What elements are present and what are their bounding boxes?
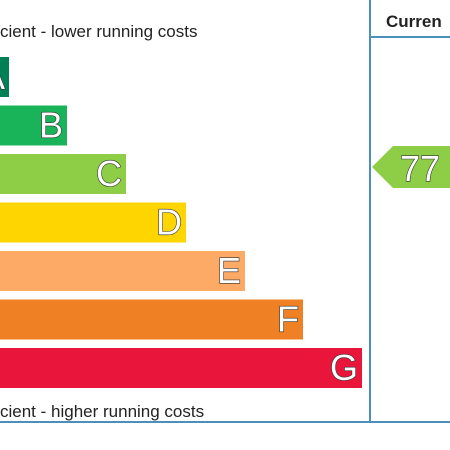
rating-letter-d: D <box>156 202 182 243</box>
rating-bar-g <box>0 348 362 388</box>
rating-bar-b <box>0 105 67 146</box>
current-rating-marker: 77 <box>372 146 450 190</box>
rating-bar-a <box>0 57 9 97</box>
rating-letter-g: G <box>330 347 358 388</box>
rating-letter-c: C <box>96 153 122 194</box>
top-caption: cient - lower running costs <box>0 22 197 41</box>
rating-bar-c <box>0 154 126 194</box>
current-rating-arrow <box>372 146 450 188</box>
rating-bar-f <box>0 299 303 340</box>
rating-letter-f: F <box>277 299 299 340</box>
rating-bar-e <box>0 251 245 291</box>
rating-bar-d <box>0 202 186 243</box>
rating-letter-e: E <box>217 250 241 291</box>
current-column-header: Curren <box>386 12 442 31</box>
rating-bars: ABCDEFG <box>0 55 362 389</box>
current-rating-value: 77 <box>400 148 440 189</box>
rating-letter-a: A <box>0 56 5 97</box>
rating-letter-b: B <box>39 105 63 146</box>
bottom-caption: cient - higher running costs <box>0 402 204 421</box>
